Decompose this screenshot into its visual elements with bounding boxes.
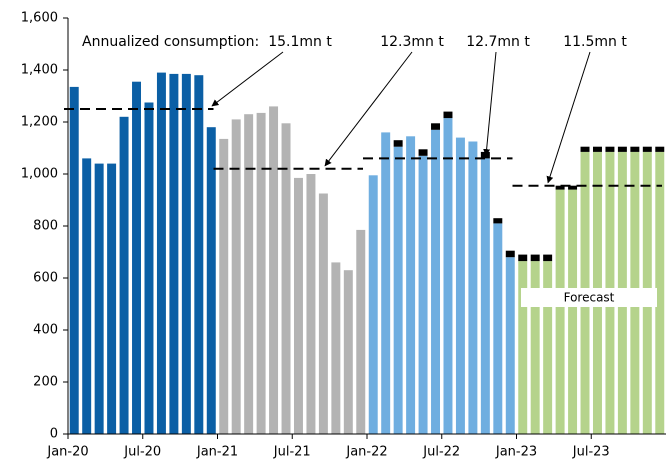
bar bbox=[356, 229, 366, 434]
x-tick-label: Jul-22 bbox=[422, 445, 460, 460]
bar bbox=[306, 174, 316, 434]
x-tick-label: Jan-21 bbox=[196, 445, 238, 460]
bar-cap bbox=[642, 146, 652, 152]
y-tick-label: 1,000 bbox=[21, 167, 58, 182]
bar bbox=[568, 189, 578, 434]
bar bbox=[455, 137, 465, 434]
annotation-arrow bbox=[546, 51, 591, 184]
bar bbox=[194, 75, 204, 434]
bar bbox=[655, 151, 665, 434]
bar-cap bbox=[493, 218, 503, 224]
bar-cap bbox=[418, 149, 428, 156]
x-tick-label: Jan-22 bbox=[345, 445, 387, 460]
bar bbox=[468, 141, 478, 434]
bar-cap bbox=[443, 111, 453, 119]
bar-cap bbox=[592, 146, 602, 152]
bar-cap bbox=[393, 140, 403, 147]
bar bbox=[406, 136, 416, 435]
bar bbox=[530, 261, 540, 434]
bar bbox=[418, 155, 428, 435]
bar bbox=[219, 138, 229, 434]
bar bbox=[156, 72, 166, 434]
bar-cap bbox=[543, 254, 553, 262]
bar-cap bbox=[530, 254, 540, 262]
bar bbox=[368, 175, 378, 435]
x-tick-label: Jul-21 bbox=[273, 445, 311, 460]
bar bbox=[244, 114, 254, 434]
bar bbox=[493, 223, 503, 434]
bar bbox=[119, 116, 129, 435]
bar-cap bbox=[580, 146, 590, 152]
bar bbox=[443, 118, 453, 434]
bar bbox=[206, 127, 216, 434]
bar-cap bbox=[617, 146, 627, 152]
bar bbox=[318, 193, 328, 434]
x-tick-label: Jan-20 bbox=[46, 445, 88, 460]
y-tick-label: 1,600 bbox=[21, 11, 58, 26]
y-tick-label: 1,200 bbox=[21, 115, 58, 130]
annotation-arrow bbox=[483, 51, 497, 157]
y-tick-label: 600 bbox=[33, 271, 58, 286]
x-tick-label: Jul-20 bbox=[123, 445, 161, 460]
bar bbox=[144, 102, 154, 434]
annotation-prefix: Annualized consumption: bbox=[82, 34, 259, 50]
bar-cap bbox=[505, 250, 515, 258]
bar-cap bbox=[431, 123, 441, 130]
bar bbox=[69, 86, 79, 435]
y-tick-label: 400 bbox=[33, 323, 58, 338]
bar-cap bbox=[568, 185, 578, 190]
bar bbox=[331, 262, 341, 434]
bar bbox=[293, 177, 303, 434]
y-tick-label: 1,400 bbox=[21, 63, 58, 78]
bar bbox=[281, 123, 291, 435]
bar bbox=[480, 158, 490, 434]
annotation: 11.5mn t bbox=[563, 34, 627, 50]
bar-cap bbox=[555, 185, 565, 190]
bar bbox=[132, 81, 142, 434]
bar bbox=[256, 112, 266, 435]
annotation: 12.3mn t bbox=[380, 34, 444, 50]
x-tick-label: Jan-23 bbox=[495, 445, 537, 460]
annotation-arrow bbox=[324, 51, 413, 167]
forecast-label: Forecast bbox=[564, 291, 615, 305]
y-tick-label: 800 bbox=[33, 219, 58, 234]
bar-cap bbox=[655, 146, 665, 152]
bar bbox=[107, 163, 117, 434]
bar bbox=[543, 261, 553, 434]
bar bbox=[269, 106, 279, 435]
bar bbox=[555, 189, 565, 434]
bar bbox=[94, 163, 104, 434]
annotation-arrow bbox=[211, 51, 284, 107]
bar-cap bbox=[518, 254, 528, 262]
bar bbox=[169, 73, 179, 435]
bar bbox=[381, 132, 391, 434]
annotation: 12.7mn t bbox=[466, 34, 530, 50]
x-tick-label: Jul-23 bbox=[572, 445, 610, 460]
annotation: 15.1mn t bbox=[268, 34, 332, 50]
bar bbox=[231, 119, 241, 435]
y-tick-label: 200 bbox=[33, 375, 58, 390]
bar bbox=[393, 146, 403, 434]
bar bbox=[181, 73, 191, 435]
bar bbox=[82, 158, 92, 434]
bar bbox=[505, 257, 515, 434]
bar bbox=[343, 270, 353, 434]
bar bbox=[518, 261, 528, 434]
y-tick-label: 0 bbox=[50, 427, 58, 442]
bar bbox=[431, 129, 441, 435]
bar-cap bbox=[605, 146, 615, 152]
forecast-box bbox=[521, 288, 657, 307]
bar-cap bbox=[630, 146, 640, 152]
